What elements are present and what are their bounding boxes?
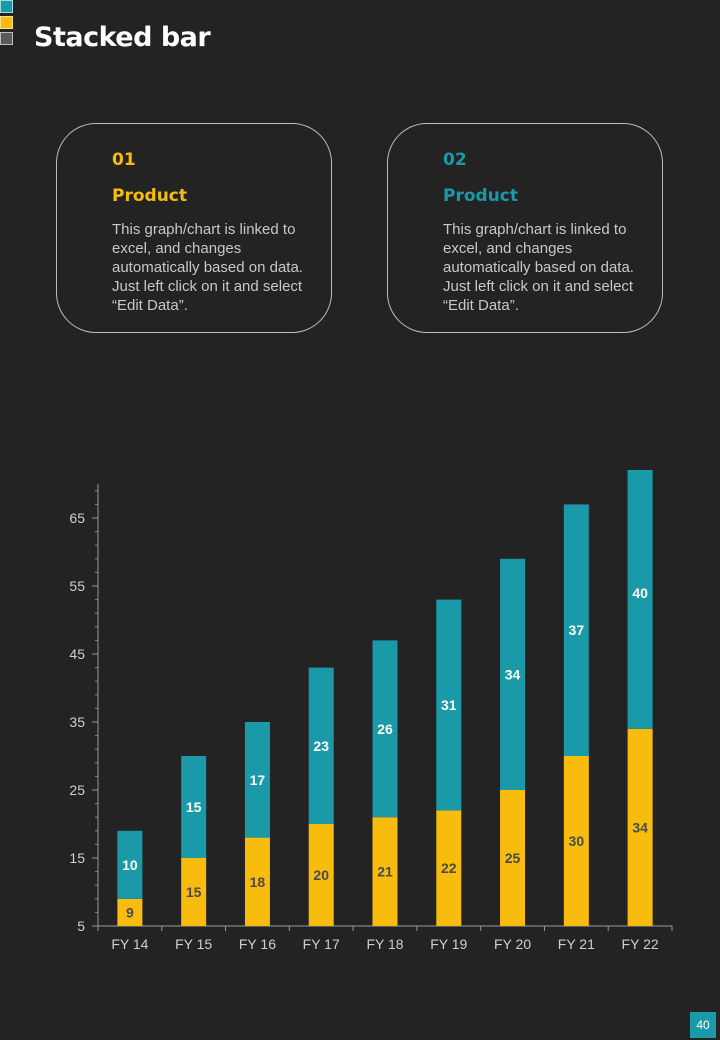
card-number: 02 xyxy=(443,150,467,170)
data-label-series2: 40 xyxy=(632,585,648,601)
bar-series1-fy15 xyxy=(181,858,207,926)
page-number: 40 xyxy=(690,1012,716,1038)
y-tick-label: 55 xyxy=(69,578,85,594)
bar-series1-fy20 xyxy=(500,790,526,926)
data-label-series1: 18 xyxy=(250,874,266,890)
bar-series2-fy16 xyxy=(244,722,270,838)
bar-series2-fy14 xyxy=(117,830,143,899)
data-label-series2: 26 xyxy=(377,721,393,737)
bar-series1-fy14 xyxy=(117,898,143,926)
y-tick-label: 25 xyxy=(69,782,85,798)
yellow-square-decoration xyxy=(0,16,13,29)
x-tick-label: FY 17 xyxy=(303,936,340,952)
y-tick-label: 35 xyxy=(69,714,85,730)
data-label-series1: 30 xyxy=(569,833,585,849)
bar-series2-fy19 xyxy=(436,599,462,811)
x-tick-label: FY 19 xyxy=(430,936,467,952)
data-label-series2: 17 xyxy=(250,772,266,788)
bar-series1-fy17 xyxy=(308,824,334,926)
product-card-01: 01 Product This graph/chart is linked to… xyxy=(56,123,332,333)
bar-series2-fy21 xyxy=(563,504,589,756)
y-tick-label: 65 xyxy=(69,510,85,526)
data-label-series2: 23 xyxy=(313,738,329,754)
card-heading: Product xyxy=(443,186,518,206)
x-tick-label: FY 22 xyxy=(622,936,659,952)
data-label-series1: 9 xyxy=(126,904,134,920)
data-label-series2: 34 xyxy=(505,666,521,682)
data-label-series2: 37 xyxy=(569,622,585,638)
product-card-02: 02 Product This graph/chart is linked to… xyxy=(387,123,663,333)
bar-series2-fy18 xyxy=(372,640,398,818)
page-title: Stacked bar xyxy=(34,22,211,53)
stacked-bar-chart: 5 15 25 35 45 55 65 9 10 FY 14 15 15 FY 15 18 17 FY 16 2… xyxy=(69,470,673,952)
data-label-series2: 15 xyxy=(186,799,202,815)
x-tick-label: FY 20 xyxy=(494,936,531,952)
y-tick-label: 45 xyxy=(69,646,85,662)
teal-square-decoration xyxy=(0,0,13,13)
data-label-series1: 22 xyxy=(441,860,457,876)
card-description: This graph/chart is linked to excel, and… xyxy=(443,221,634,314)
data-label-series2: 31 xyxy=(441,697,457,713)
card-number: 01 xyxy=(112,150,136,170)
bar-series1-fy18 xyxy=(372,817,398,926)
bar-series1-fy19 xyxy=(436,810,462,926)
data-label-series1: 21 xyxy=(377,864,393,880)
data-label-series1: 15 xyxy=(186,884,202,900)
bar-series1-fy22 xyxy=(627,728,653,926)
bar-series2-fy15 xyxy=(181,756,207,858)
card-description: This graph/chart is linked to excel, and… xyxy=(112,221,303,314)
bar-series2-fy22 xyxy=(627,470,653,729)
data-label-series1: 25 xyxy=(505,850,521,866)
bar-series1-fy21 xyxy=(563,756,589,926)
x-tick-label: FY 18 xyxy=(366,936,403,952)
data-label-series1: 34 xyxy=(632,819,648,835)
bar-series2-fy17 xyxy=(308,667,334,824)
card-heading: Product xyxy=(112,186,187,206)
data-label-series2: 10 xyxy=(122,857,138,873)
x-tick-label: FY 21 xyxy=(558,936,595,952)
x-tick-label: FY 14 xyxy=(111,936,148,952)
x-tick-label: FY 16 xyxy=(239,936,276,952)
y-tick-label: 5 xyxy=(77,918,85,934)
gray-square-decoration xyxy=(0,32,13,45)
bar-series2-fy20 xyxy=(500,558,526,790)
y-tick-label: 15 xyxy=(69,850,85,866)
data-label-series1: 20 xyxy=(313,867,329,883)
x-tick-label: FY 15 xyxy=(175,936,212,952)
bar-series1-fy16 xyxy=(244,837,270,926)
